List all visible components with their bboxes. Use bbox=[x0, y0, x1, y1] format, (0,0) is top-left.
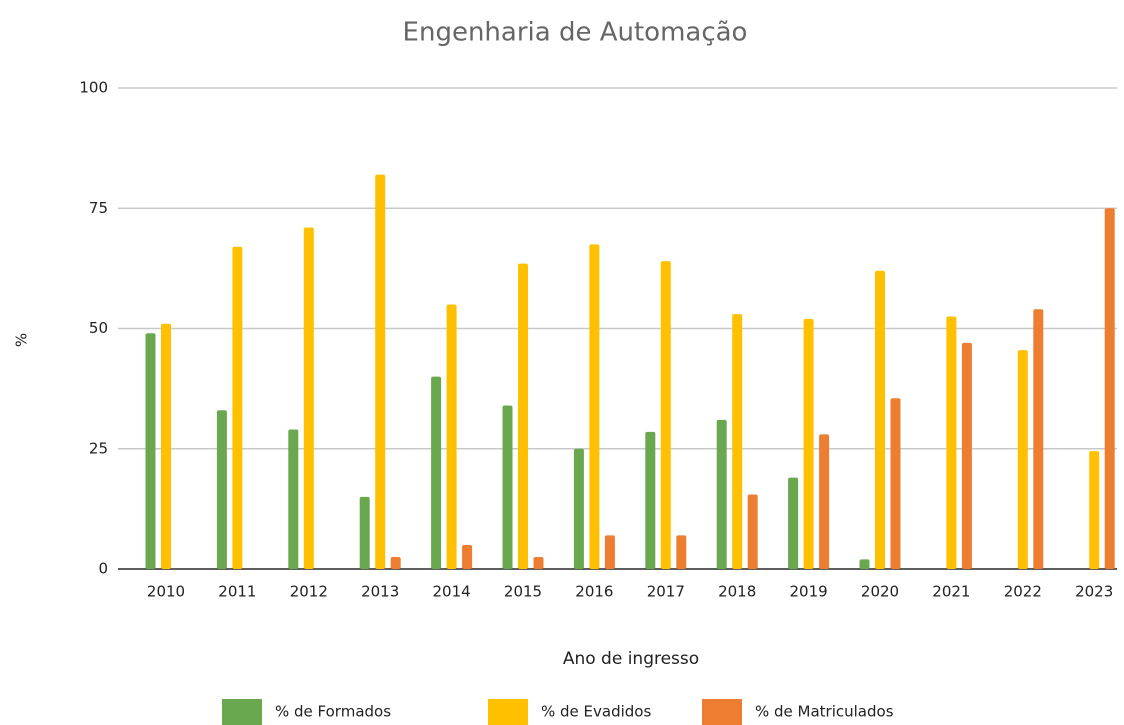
bar bbox=[660, 261, 671, 569]
bar bbox=[890, 398, 901, 569]
y-tick-label: 0 bbox=[98, 560, 108, 578]
bar bbox=[1033, 309, 1044, 569]
x-tick-label: 2012 bbox=[290, 583, 328, 601]
bar bbox=[390, 556, 401, 569]
x-tick-label: 2019 bbox=[790, 583, 828, 601]
y-tick-label: 100 bbox=[79, 79, 108, 97]
bar bbox=[232, 246, 243, 570]
chart-title: Engenharia de Automação bbox=[403, 18, 748, 48]
x-tick-label: 2022 bbox=[1004, 583, 1042, 601]
bar bbox=[946, 316, 957, 569]
bar bbox=[589, 244, 600, 569]
x-tick-label: 2013 bbox=[361, 583, 399, 601]
legend-label: % de Formados bbox=[275, 703, 391, 721]
bar bbox=[1089, 451, 1100, 569]
x-tick-label: 2023 bbox=[1075, 583, 1113, 601]
x-tick-label: 2014 bbox=[433, 583, 471, 601]
bar bbox=[645, 431, 656, 569]
bar bbox=[1104, 208, 1115, 569]
bar bbox=[961, 342, 972, 569]
x-tick-label: 2017 bbox=[647, 583, 685, 601]
bar bbox=[303, 227, 314, 570]
bar bbox=[875, 270, 885, 569]
y-tick-label: 25 bbox=[89, 439, 108, 457]
bar bbox=[747, 494, 758, 569]
y-axis-label: % bbox=[13, 333, 31, 347]
bar bbox=[533, 556, 544, 569]
x-tick-label: 2020 bbox=[861, 583, 899, 601]
legend-swatch bbox=[222, 699, 262, 725]
x-tick-label: 2011 bbox=[218, 583, 256, 601]
bar bbox=[431, 376, 442, 569]
x-tick-label: 2021 bbox=[932, 583, 970, 601]
bar bbox=[1017, 350, 1028, 569]
bar bbox=[604, 535, 615, 569]
x-tick-label: 2016 bbox=[575, 583, 613, 601]
x-tick-label: 2010 bbox=[147, 583, 185, 601]
y-tick-label: 50 bbox=[89, 319, 108, 337]
legend-label: % de Evadidos bbox=[541, 703, 651, 721]
legend-swatch bbox=[488, 699, 528, 725]
bar bbox=[502, 405, 513, 569]
bar bbox=[803, 318, 814, 569]
bar bbox=[676, 535, 687, 569]
x-tick-label: 2018 bbox=[718, 583, 756, 601]
bar bbox=[161, 323, 171, 569]
bar bbox=[819, 434, 830, 569]
bar bbox=[375, 174, 386, 569]
bar bbox=[446, 304, 457, 569]
bar bbox=[359, 496, 370, 569]
bar bbox=[216, 410, 227, 569]
bar bbox=[145, 333, 156, 569]
bar bbox=[462, 544, 473, 569]
bar bbox=[518, 263, 528, 569]
bar bbox=[573, 448, 584, 569]
y-tick-label: 75 bbox=[89, 199, 108, 217]
bar bbox=[716, 419, 727, 569]
x-axis-label: Ano de ingresso bbox=[563, 649, 699, 669]
legend-swatch bbox=[702, 699, 742, 725]
bar bbox=[859, 559, 870, 569]
bar bbox=[732, 314, 743, 569]
bar bbox=[288, 429, 299, 569]
x-tick-label: 2015 bbox=[504, 583, 542, 601]
bar bbox=[788, 477, 799, 569]
legend-label: % de Matriculados bbox=[755, 703, 894, 721]
